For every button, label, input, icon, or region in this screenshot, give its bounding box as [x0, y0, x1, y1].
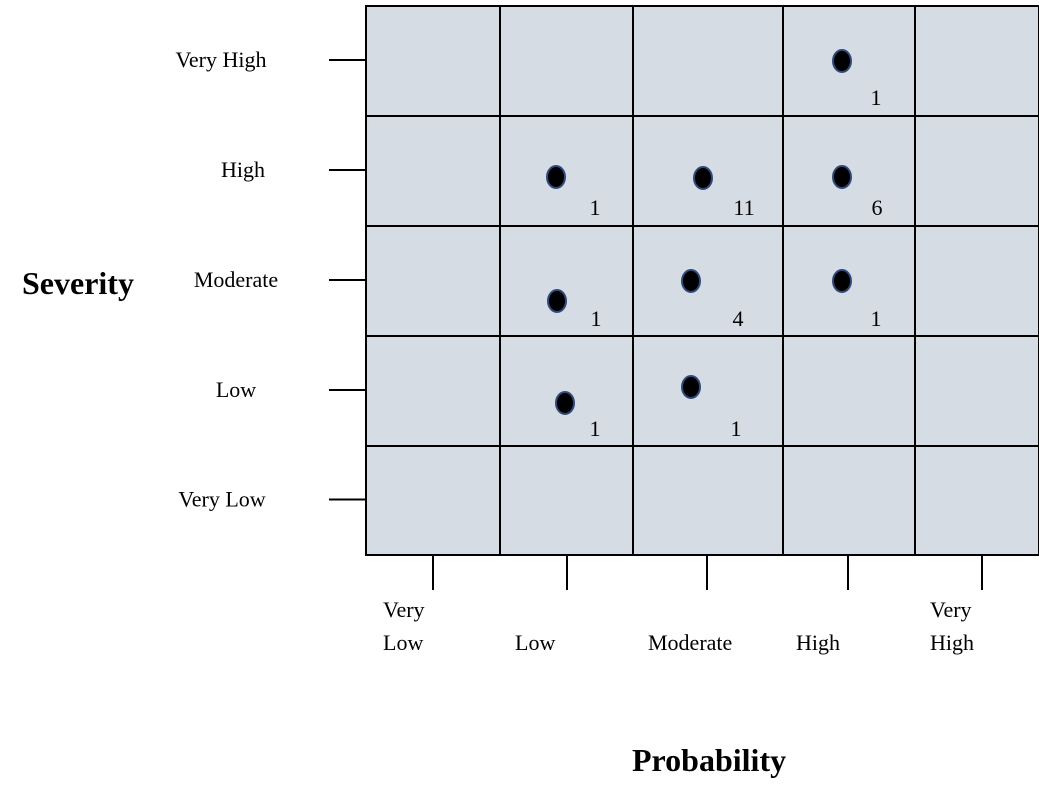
x-tick-label-very-high: Very High: [930, 597, 974, 655]
count-label-moderate-moderate: 4: [733, 306, 744, 331]
y-tick-label-high: High: [221, 157, 265, 182]
count-label-moderate-high: 11: [733, 195, 754, 220]
x-tick-label-high: High: [796, 630, 840, 655]
count-label-low-high: 1: [590, 195, 601, 220]
matrix-cell: [914, 5, 1039, 117]
matrix-cell: [365, 115, 501, 227]
matrix-cell: [914, 445, 1039, 556]
matrix-cell: [632, 335, 784, 447]
matrix-cell: [632, 225, 784, 337]
data-point-high-high: [832, 165, 852, 189]
data-point-low-low: [555, 391, 575, 415]
probability-axis: Very Low Low Moderate High Very High: [383, 555, 983, 655]
data-point-low-moderate: [547, 289, 567, 313]
data-point-moderate-moderate: [681, 269, 701, 293]
matrix-cell: [499, 115, 634, 227]
matrix-cell: [782, 445, 916, 556]
severity-axis: Very Low Low Moderate High Very High: [175, 47, 366, 512]
matrix-grid: [365, 5, 1039, 556]
matrix-cell: [499, 5, 634, 117]
data-point-low-high: [546, 165, 566, 189]
count-label-moderate-low: 1: [731, 416, 742, 441]
matrix-cell: [632, 445, 784, 556]
matrix-cell: [914, 115, 1039, 227]
count-label-high-very-high: 1: [871, 85, 882, 110]
data-point-moderate-high: [693, 166, 713, 190]
data-points: 11 11 61 4 11 1: [546, 49, 883, 441]
y-tick-label-moderate: Moderate: [194, 267, 278, 292]
y-tick-label-very-low: Very Low: [178, 487, 265, 512]
count-label-low-moderate: 1: [591, 306, 602, 331]
data-point-high-moderate: [832, 269, 852, 293]
matrix-cell: [914, 225, 1039, 337]
matrix-cell: [782, 335, 916, 447]
count-label-high-high: 6: [872, 195, 883, 220]
matrix-cell: [499, 335, 634, 447]
matrix-cell: [914, 335, 1039, 447]
y-tick-label-very-high: Very High: [175, 47, 266, 72]
y-tick-label-low: Low: [216, 377, 256, 402]
data-point-moderate-low: [681, 375, 701, 399]
matrix-cell: [499, 225, 634, 337]
matrix-cell: [365, 445, 501, 556]
count-label-low-low: 1: [590, 416, 601, 441]
x-tick-label-moderate: Moderate: [648, 630, 732, 655]
matrix-cell: [365, 225, 501, 337]
x-axis-title: Probability: [632, 742, 786, 778]
matrix-cell: [632, 5, 784, 117]
matrix-cell: [499, 445, 634, 556]
y-axis-title: Severity: [22, 265, 134, 301]
data-point-high-very-high: [832, 49, 852, 73]
x-tick-label-very-low: Very Low: [383, 597, 425, 655]
count-label-high-moderate: 1: [871, 306, 882, 331]
x-tick-label-low: Low: [515, 630, 555, 655]
matrix-cell: [365, 5, 501, 117]
matrix-cell: [365, 335, 501, 447]
